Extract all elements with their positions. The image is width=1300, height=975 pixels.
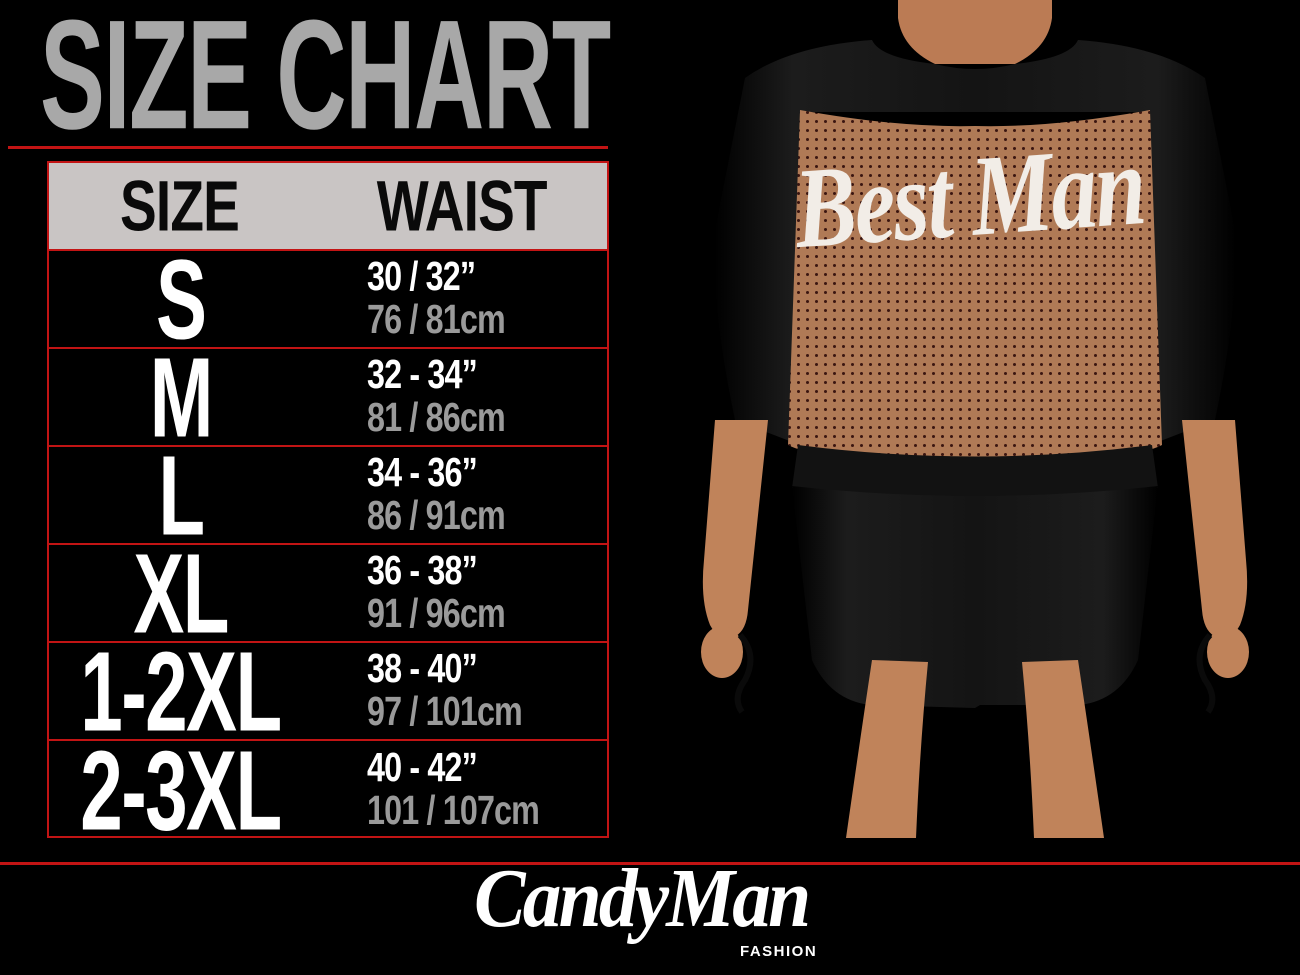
svg-text:Best Man: Best Man [790,120,1148,272]
